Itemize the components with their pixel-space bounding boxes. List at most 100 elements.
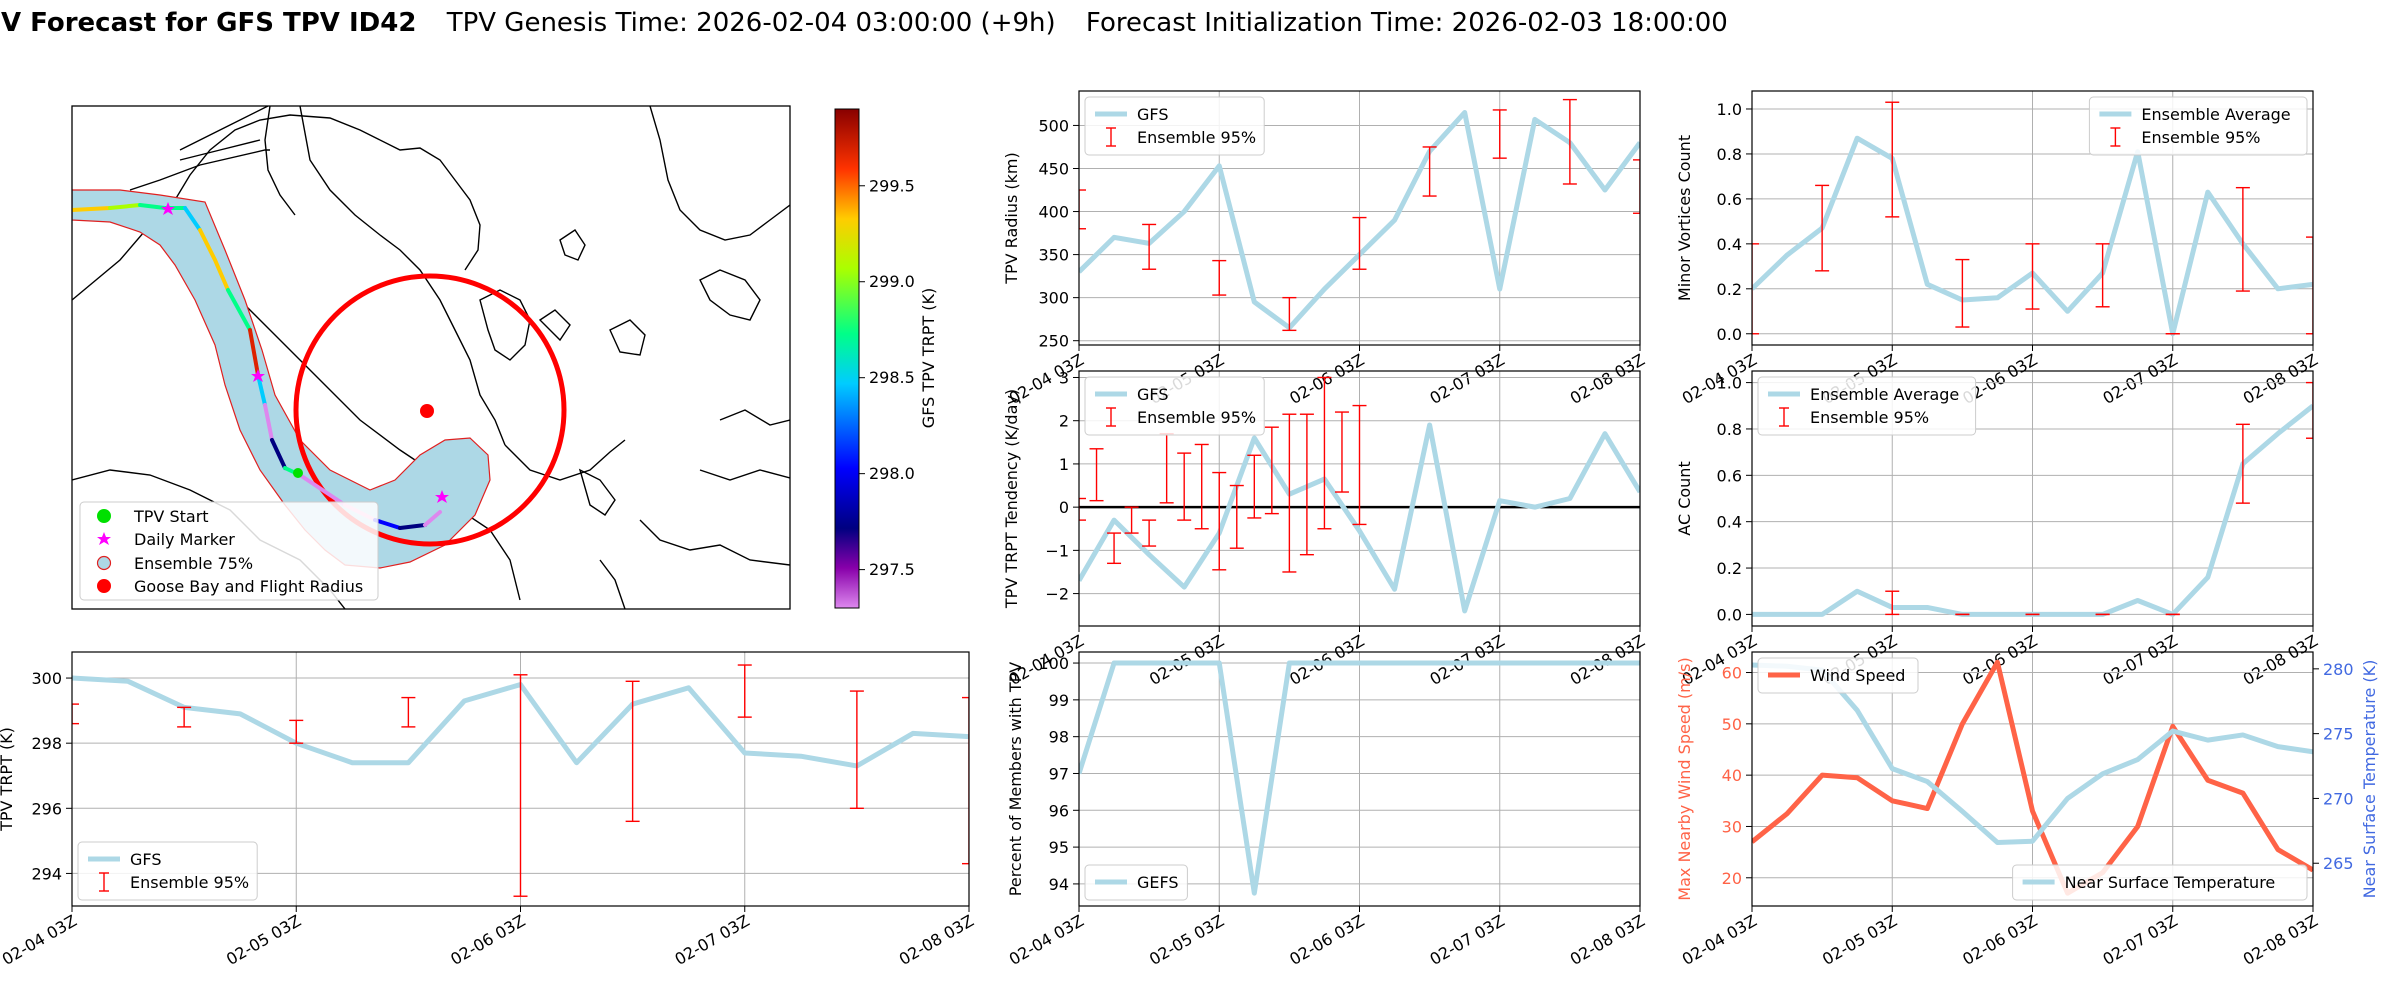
legend-box xyxy=(1084,864,1188,901)
y-tick-label: −2 xyxy=(1045,585,1069,604)
legend-box xyxy=(2088,96,2308,156)
y-tick-label: 500 xyxy=(1038,116,1069,135)
error-bar xyxy=(2235,423,2250,504)
legend: Near Surface Temperature xyxy=(2012,864,2308,901)
legend-tpv-start-icon xyxy=(97,509,111,523)
x-tick-label: 02-06 03Z xyxy=(1286,911,1367,969)
wind-speed-line xyxy=(1752,659,2313,896)
x-tick-label: 02-05 03Z xyxy=(1146,911,1227,969)
y-tick-label: 0.8 xyxy=(1717,420,1742,439)
x-tick-label: 02-05 03Z xyxy=(1146,631,1227,689)
error-bar xyxy=(2095,243,2110,308)
y-tick-label: 300 xyxy=(31,669,62,688)
legend-label: GFS xyxy=(1137,105,1168,124)
y-tick-label: 30 xyxy=(1722,817,1742,836)
error-bar xyxy=(401,696,416,728)
legend-box xyxy=(1757,657,1919,694)
legend-label: Ensemble Average xyxy=(2141,105,2290,124)
error-bar xyxy=(1752,243,1759,335)
legend-label: GFS xyxy=(130,850,161,869)
x-tick-label: 02-07 03Z xyxy=(2099,350,2180,408)
daily-markers xyxy=(161,202,449,503)
legend-label: Ensemble 95% xyxy=(2141,128,2260,147)
y-tick-label: 2 xyxy=(1059,412,1069,431)
y-tick-label: 40 xyxy=(1722,766,1742,785)
error-bar xyxy=(1142,223,1157,270)
error-bar xyxy=(2306,381,2313,439)
x-tick-label: 02-05 03Z xyxy=(1819,911,1900,969)
plot-area xyxy=(72,664,969,897)
error-bar xyxy=(1079,497,1086,521)
x-tick-label: 02-07 03Z xyxy=(2099,631,2180,689)
error-bar xyxy=(1955,258,1970,328)
x-tick-label: 02-06 03Z xyxy=(1959,911,2040,969)
x-tick-label: 02-07 03Z xyxy=(1426,631,1507,689)
legend-box xyxy=(1084,376,1265,436)
daily-marker xyxy=(251,369,265,382)
y-tick-label: 0.0 xyxy=(1717,605,1742,624)
error-bar xyxy=(1229,484,1244,549)
panel-members: 94 95 96 97 98 99 100 Percent of Members with T… xyxy=(1006,651,1648,969)
legend: Wind Speed xyxy=(1757,657,1919,694)
y-tick-label: 300 xyxy=(1038,289,1069,308)
figure-title: TPV Forecast for GFS TPV ID42 TPV Genesi… xyxy=(0,8,1728,38)
legend-box xyxy=(1757,376,1977,436)
legend-goose-bay: Goose Bay and Flight Radius xyxy=(134,577,363,596)
legend-daily-marker: Daily Marker xyxy=(134,530,235,549)
error-bar xyxy=(1247,454,1262,519)
error-bar xyxy=(513,674,528,897)
error-bar xyxy=(1633,159,1640,214)
legend-box xyxy=(77,841,258,901)
error-bar xyxy=(1264,426,1279,515)
panel-minor: 0.0 0.2 0.4 0.6 0.8 1.0 Minor Vortices Count 02… xyxy=(1675,90,2321,408)
x-tick-label: 02-04 03Z xyxy=(0,911,80,969)
x-tick-label: 02-07 03Z xyxy=(2099,911,2180,969)
x-tick-label: 02-04 03Z xyxy=(1006,911,1087,969)
goose-bay-marker xyxy=(420,404,434,418)
error-bar xyxy=(1422,146,1437,197)
y-tick-label: 0.4 xyxy=(1717,235,1742,254)
x-tick-label: 02-07 03Z xyxy=(671,911,752,969)
legend: GFS Ensemble 95% xyxy=(77,841,258,901)
legend-errorbar-icon xyxy=(1106,407,1116,427)
error-bar xyxy=(1352,404,1367,526)
y-axis-label: TPV Radius (km) xyxy=(1002,152,1021,285)
legend-label: Ensemble 95% xyxy=(1137,408,1256,427)
error-bar xyxy=(1194,443,1209,530)
legend-label: Near Surface Temperature xyxy=(2065,873,2276,892)
legend-box xyxy=(1084,96,1265,156)
plot-area xyxy=(1079,660,1640,896)
y-tick-label: 0.4 xyxy=(1717,513,1742,532)
y-tick-label: 0.0 xyxy=(1717,325,1742,344)
y-tick-label: 0.2 xyxy=(1717,559,1742,578)
error-bar xyxy=(1142,519,1157,547)
series-line xyxy=(1079,660,1640,896)
legend: Ensemble Average Ensemble 95% xyxy=(1757,376,1977,436)
legend-errorbar-icon xyxy=(1106,127,1116,147)
error-bar xyxy=(1317,376,1332,530)
y2-tick-label: 265 xyxy=(2323,854,2354,873)
flight-radius-circle xyxy=(293,273,567,547)
error-bar xyxy=(1885,590,1900,616)
y-tick-label: 94 xyxy=(1049,875,1069,894)
error-bar xyxy=(1177,452,1192,521)
plot-area xyxy=(1752,381,2313,617)
legend-ensemble-icon xyxy=(96,555,112,571)
colorbar-label: GFS TPV TRPT (K) xyxy=(919,288,938,428)
x-tick-label: 02-08 03Z xyxy=(1567,631,1648,689)
y-tick-label: 98 xyxy=(1049,728,1069,747)
y-tick-label: 298 xyxy=(31,734,62,753)
error-bar xyxy=(1079,189,1086,230)
y-tick-label: 400 xyxy=(1038,203,1069,222)
y-tick-label: 99 xyxy=(1049,691,1069,710)
error-bar xyxy=(1282,413,1297,573)
error-bar xyxy=(1212,259,1227,296)
y-axis-label: AC Count xyxy=(1675,461,1694,535)
error-bar xyxy=(2235,186,2250,292)
error-bar xyxy=(1815,184,1830,272)
legend: GFS Ensemble 95% xyxy=(1084,96,1265,156)
tpv-start-marker xyxy=(293,468,303,478)
colorbar-tick-label: 299.0 xyxy=(869,272,915,291)
